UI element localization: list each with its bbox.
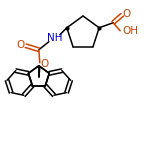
Text: O: O [17, 40, 25, 50]
Text: NH: NH [47, 33, 63, 43]
Text: O: O [41, 59, 49, 69]
Text: O: O [122, 9, 130, 19]
Text: OH: OH [122, 26, 138, 36]
